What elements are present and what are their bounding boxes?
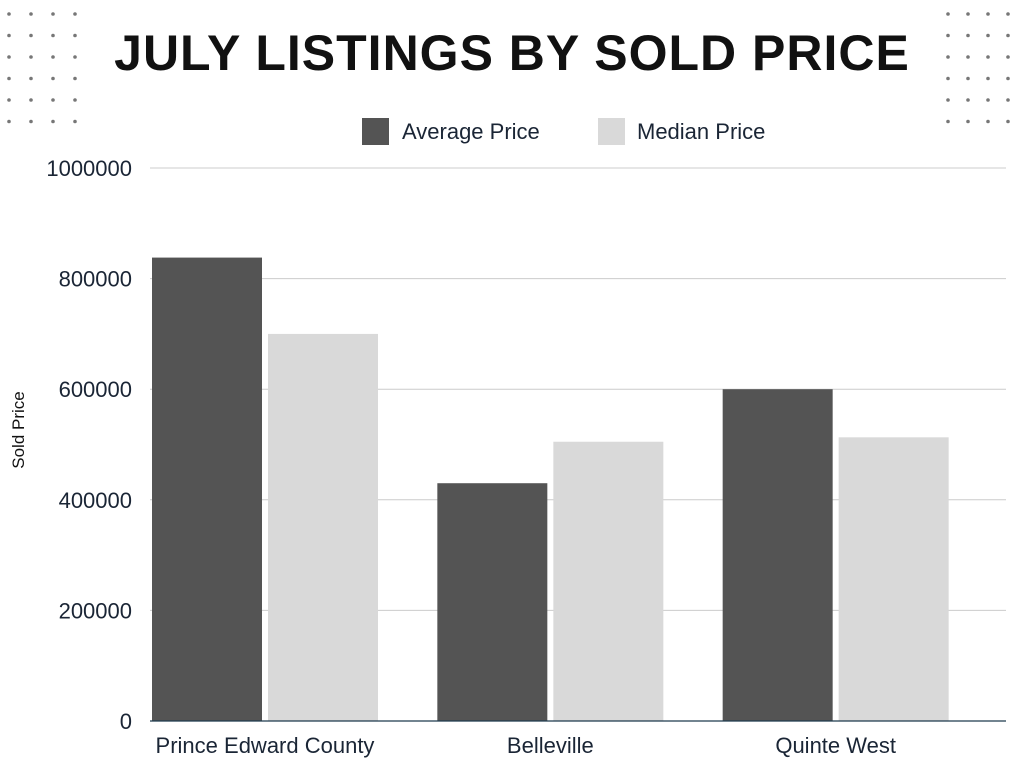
bar-median-1 [553, 441, 664, 721]
decorative-dot [51, 76, 55, 81]
decorative-dot [946, 12, 950, 16]
decorative-dot [29, 76, 33, 81]
bar-average-1 [437, 483, 548, 721]
decorative-dot [986, 12, 990, 16]
decorative-dot [946, 76, 950, 81]
bar-average-0 [152, 257, 262, 721]
decorative-dot-grid-right [946, 12, 1010, 124]
y-tick-label: 800000 [59, 267, 132, 292]
legend-swatch-median [598, 118, 625, 145]
decorative-dot [986, 98, 990, 102]
x-category-label: Quinte West [775, 733, 896, 758]
legend-swatch-average [362, 118, 389, 145]
chart-title: JULY LISTINGS BY SOLD PRICE [114, 25, 910, 81]
decorative-dot [29, 119, 33, 124]
decorative-dot [1006, 33, 1010, 38]
bar-median-0 [268, 333, 378, 721]
decorative-dot [51, 12, 55, 16]
decorative-dot [7, 33, 11, 38]
decorative-dot [1006, 98, 1010, 102]
decorative-dot [986, 55, 990, 59]
legend-label-average: Average Price [402, 119, 540, 144]
decorative-dot [73, 33, 77, 38]
x-axis-categories: Prince Edward County Belleville Quinte Wes… [156, 733, 896, 758]
decorative-dot [966, 76, 970, 81]
decorative-dot [986, 33, 990, 38]
decorative-dot [73, 12, 77, 16]
decorative-dot [946, 98, 950, 102]
decorative-dot [946, 119, 950, 124]
y-tick-label: 400000 [59, 488, 132, 513]
decorative-dot [946, 33, 950, 38]
decorative-dot [51, 98, 55, 102]
decorative-dot-grid-left [7, 12, 77, 124]
decorative-dot [7, 76, 11, 81]
decorative-dot [946, 55, 950, 59]
decorative-dot [7, 119, 11, 124]
decorative-dot [966, 119, 970, 124]
decorative-dot [1006, 55, 1010, 59]
x-category-label: Belleville [507, 733, 594, 758]
y-tick-label: 200000 [59, 598, 132, 623]
decorative-dot [29, 98, 33, 102]
x-category-label: Prince Edward County [156, 733, 375, 758]
decorative-dot [966, 55, 970, 59]
decorative-dot [29, 33, 33, 38]
decorative-dot [73, 76, 77, 81]
y-axis-label: Sold Price [9, 391, 28, 468]
decorative-dot [1006, 12, 1010, 16]
decorative-dot [986, 119, 990, 124]
y-axis-ticks: 0 200000 400000 600000 800000 1000000 [46, 156, 132, 734]
decorative-dot [51, 55, 55, 59]
decorative-dot [73, 98, 77, 102]
decorative-dot [51, 33, 55, 38]
decorative-dot [7, 98, 11, 102]
decorative-dot [966, 12, 970, 16]
decorative-dot [73, 119, 77, 124]
decorative-dot [7, 12, 11, 16]
legend-label-median: Median Price [637, 119, 765, 144]
legend: Average Price Median Price [362, 118, 765, 145]
decorative-dot [1006, 119, 1010, 124]
y-tick-label: 600000 [59, 377, 132, 402]
bar-median-2 [838, 437, 949, 721]
decorative-dot [966, 33, 970, 38]
decorative-dot [1006, 76, 1010, 81]
y-tick-label: 1000000 [46, 156, 132, 181]
decorative-dot [986, 76, 990, 81]
decorative-dot [29, 12, 33, 16]
decorative-dot [29, 55, 33, 59]
bars [152, 257, 949, 721]
bar-average-2 [722, 389, 833, 721]
decorative-dot [51, 119, 55, 124]
decorative-dot [7, 55, 11, 59]
decorative-dot [966, 98, 970, 102]
decorative-dot [73, 55, 77, 59]
y-tick-label: 0 [120, 709, 132, 734]
